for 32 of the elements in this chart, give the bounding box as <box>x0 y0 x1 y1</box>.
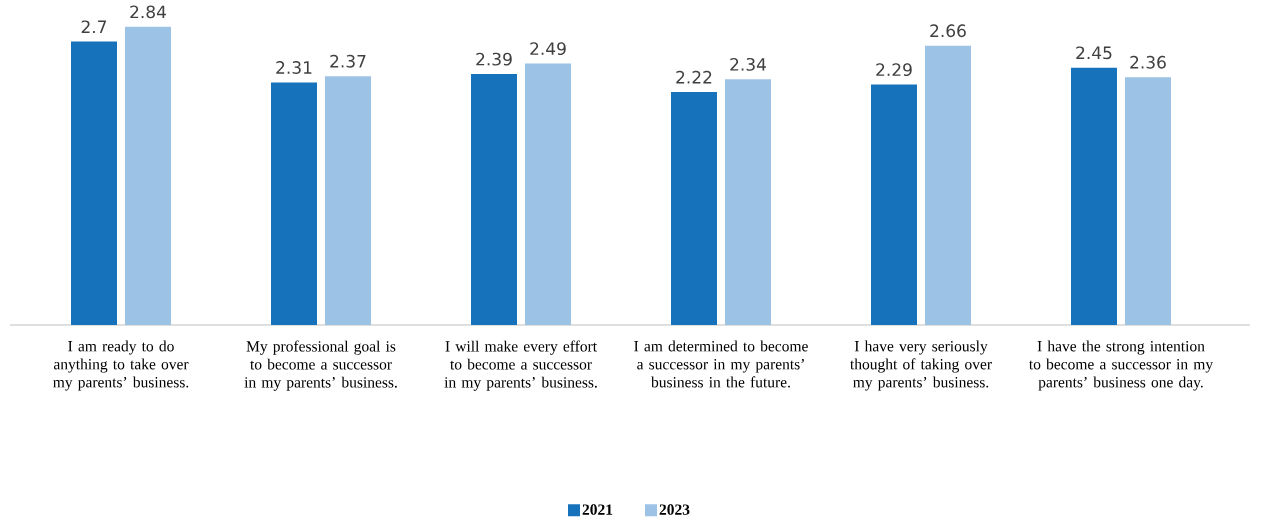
bar <box>125 26 171 325</box>
data-label: 2.29 <box>876 63 912 77</box>
bar <box>524 63 571 325</box>
bar <box>1070 67 1117 325</box>
data-label: 2.22 <box>676 70 712 84</box>
x-tick-label: I have the strong intention to become a successor in my parents’ business one day. <box>1029 340 1214 391</box>
data-label: 2.7 <box>81 20 107 34</box>
legend-label: 2023 <box>659 504 690 515</box>
bar <box>325 76 371 325</box>
bar <box>924 45 971 325</box>
bar <box>71 41 117 325</box>
data-label: 2.36 <box>1130 55 1166 69</box>
legend-label: 2021 <box>582 504 613 515</box>
data-label: 2.45 <box>1076 46 1112 60</box>
data-label: 2.84 <box>130 5 166 19</box>
x-tick-label: I will make every effort to become a successor in my parents’ business. <box>444 340 597 391</box>
x-tick-label: I am determined to become a successor in my parents’ business in the future. <box>634 340 808 388</box>
bar <box>670 91 717 325</box>
x-tick-label: My professional goal is to become a successor in my parents’ business. <box>244 340 397 391</box>
data-label: 2.34 <box>730 57 766 71</box>
bar <box>870 84 917 325</box>
bar <box>271 82 317 325</box>
data-label: 2.66 <box>930 24 966 38</box>
bar <box>724 79 771 325</box>
data-label: 2.39 <box>476 52 512 66</box>
bar <box>470 74 517 325</box>
x-tick-label: I am ready to do anything to take over my parents’ business. <box>53 340 189 391</box>
data-label: 2.49 <box>530 42 566 56</box>
x-tick-label: I have very seriously thought of taking over my parents’ business. <box>850 340 992 391</box>
data-label: 2.37 <box>330 54 366 68</box>
data-label: 2.31 <box>276 61 312 74</box>
bar <box>1124 77 1171 325</box>
